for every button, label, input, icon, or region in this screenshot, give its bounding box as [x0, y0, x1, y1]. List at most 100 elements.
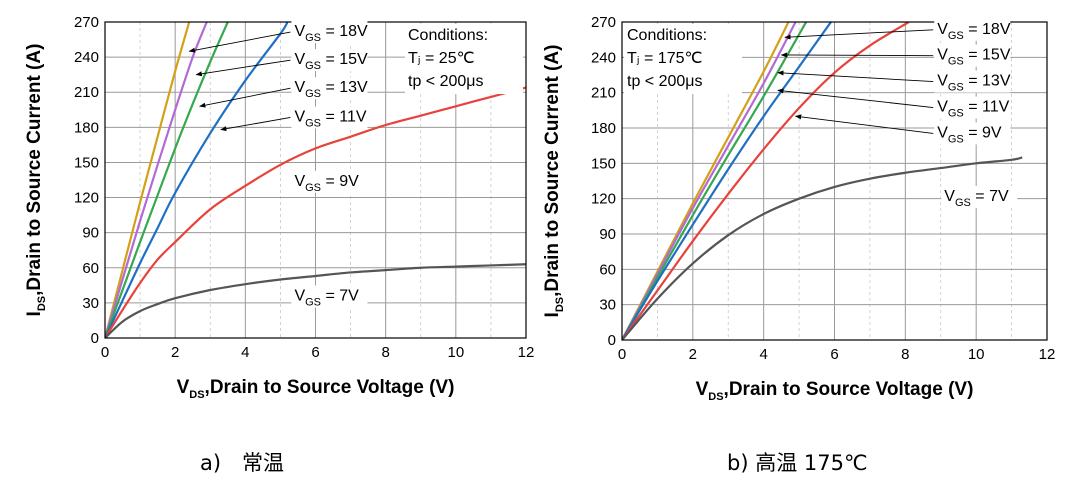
series-labels: VGS = 18V VGS = 15V VGS = 13V VGS = 11V VGS … [188, 21, 368, 309]
label-arrow [784, 29, 934, 40]
series-labels: VGS = 18V VGS = 15V VGS = 13V VGS = 11V VGS … [777, 18, 1018, 209]
y-tick-label: 0 [91, 330, 99, 347]
y-tick-label: 150 [591, 155, 616, 172]
series-line-v-gs-15v [105, 22, 208, 338]
series-group [105, 22, 526, 338]
series-line-v-gs-11v [622, 22, 832, 340]
label-background [291, 49, 368, 72]
series-group [622, 22, 1023, 340]
condition-line: tp < 200μs [627, 73, 703, 90]
series-label-v-gs-11v: VGS = 11V [937, 99, 1009, 120]
y-tick-label: 120 [74, 190, 99, 207]
label-background [934, 44, 1011, 67]
y-tick-label: 270 [74, 14, 99, 31]
x-axis-title: VDS,Drain to Source Voltage (V) [177, 377, 455, 401]
label-arrow [794, 114, 934, 134]
series-label-v-gs-13v: VGS = 13V [937, 73, 1011, 94]
series-label-v-gs-9v: VGS = 9V [294, 173, 359, 194]
label-arrow [195, 59, 291, 77]
conditions-box: Conditions: Tⱼ = 25℃ tp < 200μs [405, 24, 523, 94]
label-background [934, 96, 1011, 119]
series-label-v-gs-7v: VGS = 7V [944, 188, 1009, 209]
x-tick-label: 2 [689, 346, 697, 363]
condition-line: Conditions: [408, 27, 488, 44]
y-tick-label: 180 [591, 120, 616, 137]
series-line-v-gs-9v [622, 22, 910, 340]
label-arrow [777, 70, 934, 83]
y-tick-label: 30 [82, 295, 99, 312]
series-line-v-gs-11v [105, 22, 289, 338]
x-axis-title: VDS,Drain to Source Voltage (V) [696, 379, 974, 403]
y-tick-label: 60 [599, 261, 616, 278]
conditions-background [405, 24, 523, 94]
y-tick-label: 210 [591, 85, 616, 102]
chart-panel-a: 0 2 4 6 8 10 12 0 30 60 90 120 150 180 210 240 270 VGS … [24, 14, 534, 475]
series-line-v-gs-7v [105, 263, 526, 338]
x-tick-label: 12 [1039, 346, 1056, 363]
y-tick-label: 60 [82, 260, 99, 277]
label-arrow [220, 117, 291, 132]
condition-line: Tⱼ = 175℃ [627, 50, 702, 67]
chart-panel-b: 0 2 4 6 8 10 12 0 30 60 90 120 150 180 210 240 270 VGS … [542, 14, 1055, 475]
y-tick-label: 120 [591, 191, 616, 208]
label-arrow [188, 31, 291, 53]
y-tick-label: 90 [599, 226, 616, 243]
y-tick-label: 90 [82, 225, 99, 242]
label-background [934, 18, 1011, 41]
x-tick-label: 4 [759, 346, 767, 363]
series-label-v-gs-18v: VGS = 18V [937, 21, 1011, 42]
x-tick-label: 4 [241, 344, 249, 361]
label-arrow [777, 88, 934, 108]
condition-line: tp < 200μs [408, 73, 484, 90]
y-tick-label: 240 [74, 49, 99, 66]
plot-frame [621, 21, 1048, 341]
y-axis-title: IDS,Drain to Source Current (A) [24, 44, 48, 317]
label-background [291, 21, 368, 44]
y-tick-label: 150 [74, 154, 99, 171]
series-line-v-gs-18v [105, 22, 191, 338]
x-tick-label: 8 [901, 346, 909, 363]
series-line-v-gs-13v [105, 22, 229, 338]
y-tick-labels: 0 30 60 90 120 150 180 210 240 270 [74, 14, 99, 347]
label-background [934, 122, 1011, 145]
label-background [291, 77, 368, 100]
series-line-v-gs-15v [622, 22, 797, 340]
label-background [934, 70, 1011, 93]
series-label-v-gs-11v: VGS = 11V [294, 108, 366, 129]
x-tick-labels: 0 2 4 6 8 10 12 [101, 344, 535, 361]
label-background [291, 106, 368, 129]
y-tick-label: 180 [74, 119, 99, 136]
series-line-v-gs-13v [622, 22, 808, 340]
label-arrow [199, 87, 291, 108]
x-tick-label: 0 [101, 344, 109, 361]
y-axis-title: IDS,Drain to Source Current (A) [542, 45, 566, 318]
plot-border [621, 21, 1048, 341]
label-background [291, 170, 368, 193]
x-tick-label: 12 [518, 344, 535, 361]
x-tick-labels: 0 2 4 6 8 10 12 [618, 346, 1056, 363]
series-label-v-gs-18v: VGS = 18V [294, 23, 368, 44]
conditions-box: Conditions: Tⱼ = 175℃ tp < 200μs [624, 24, 742, 94]
condition-line: Conditions: [627, 27, 707, 44]
series-label-v-gs-13v: VGS = 13V [294, 79, 368, 100]
label-background [291, 285, 368, 308]
y-tick-label: 0 [608, 332, 616, 349]
caption-a: a) 常温 [200, 451, 284, 475]
x-tick-label: 2 [171, 344, 179, 361]
y-tick-label: 30 [599, 297, 616, 314]
condition-line: Tⱼ = 25℃ [408, 50, 475, 67]
x-tick-label: 10 [447, 344, 464, 361]
caption-b: b) 高温 175℃ [727, 451, 868, 475]
x-tick-label: 6 [311, 344, 319, 361]
series-label-v-gs-15v: VGS = 15V [294, 51, 368, 72]
label-arrow [780, 52, 934, 58]
x-tick-label: 6 [830, 346, 838, 363]
y-tick-labels: 0 30 60 90 120 150 180 210 240 270 [591, 14, 616, 349]
y-tick-label: 210 [74, 84, 99, 101]
conditions-background [624, 24, 742, 94]
x-tick-label: 0 [618, 346, 626, 363]
x-tick-label: 8 [381, 344, 389, 361]
label-background [941, 186, 1018, 209]
series-line-v-gs-7v [622, 156, 1023, 340]
